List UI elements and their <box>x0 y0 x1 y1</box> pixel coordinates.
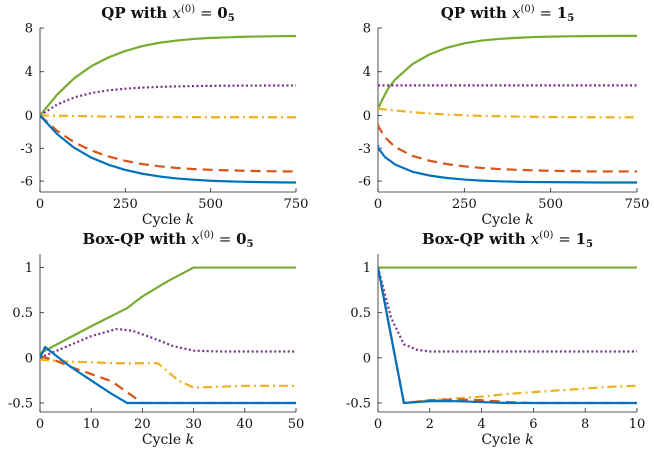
x-tick-label: 0 <box>374 197 382 212</box>
series-line-orange <box>378 124 637 173</box>
x-tick-label: 0 <box>374 417 382 432</box>
x-tick-label: 20 <box>134 417 151 432</box>
chart-title: QP with x(0) = 15 <box>441 4 574 24</box>
y-tick-label: -3 <box>20 142 33 157</box>
x-tick-label: 50 <box>288 417 305 432</box>
series-line-purple <box>378 267 637 353</box>
chart-title: QP with x(0) = 05 <box>101 4 234 24</box>
y-tick-label: -6 <box>20 175 33 190</box>
y-tick-label: 4 <box>363 65 371 80</box>
y-tick-label: 8 <box>25 22 33 37</box>
x-axis-label: Cycle k <box>142 432 194 448</box>
y-tick-label: 0 <box>363 351 371 366</box>
x-tick-label: 500 <box>538 197 563 212</box>
x-tick-label: 0 <box>36 197 44 212</box>
series-line-yellow <box>378 267 637 405</box>
series-line-yellow <box>40 114 296 119</box>
x-tick-label: 750 <box>284 197 309 212</box>
y-tick-label: 4 <box>25 65 33 80</box>
series-line-blue <box>40 345 296 405</box>
y-tick-label: -0.5 <box>346 396 371 411</box>
y-tick-label: 0 <box>25 109 33 124</box>
x-tick-label: 10 <box>629 417 646 432</box>
x-tick-label: 10 <box>83 417 100 432</box>
x-tick-label: 6 <box>529 417 537 432</box>
series-line-green <box>378 34 637 110</box>
x-tick-label: 30 <box>185 417 202 432</box>
series-line-orange <box>40 354 296 405</box>
chart-title: Box-QP with x(0) = 05 <box>83 230 254 250</box>
x-tick-label: 500 <box>198 197 223 212</box>
series-line-yellow <box>378 107 637 119</box>
x-tick-label: 8 <box>581 417 589 432</box>
y-tick-label: 1 <box>363 261 371 276</box>
x-axis-label: Cycle k <box>481 212 533 228</box>
series-line-orange <box>40 114 296 173</box>
chart-panel-2: 0 250 500 750 8 4 0 -3 -6 QP with x(0) = 15 Cycle … <box>358 4 649 228</box>
x-tick-label: 40 <box>237 417 254 432</box>
chart-title: Box-QP with x(0) = 15 <box>422 230 593 250</box>
series-line-purple <box>40 327 296 359</box>
y-tick-label: -6 <box>358 175 371 190</box>
series-line-blue <box>40 114 296 184</box>
x-axis-label: Cycle k <box>142 212 194 228</box>
series-line-green <box>40 266 296 355</box>
y-tick-label: -3 <box>358 142 371 157</box>
series-line-yellow <box>40 358 296 389</box>
y-tick-label: 0 <box>25 351 33 366</box>
x-tick-label: 250 <box>452 197 477 212</box>
x-tick-label: 4 <box>477 417 485 432</box>
y-tick-label: -0.5 <box>8 396 33 411</box>
y-tick-label: 8 <box>363 22 371 37</box>
y-tick-label: 1 <box>25 261 33 276</box>
series-line-orange <box>378 267 637 405</box>
y-tick-label: 0.5 <box>12 306 33 321</box>
x-tick-label: 0 <box>36 417 44 432</box>
series-line-green <box>40 34 296 117</box>
x-tick-label: 2 <box>426 417 434 432</box>
y-tick-label: 0 <box>363 109 371 124</box>
x-tick-label: 250 <box>113 197 138 212</box>
series-line-purple <box>40 84 296 117</box>
y-tick-label: 0.5 <box>350 306 371 321</box>
series-line-blue <box>378 267 637 405</box>
chart-panel-1: 0 250 500 750 8 4 0 -3 -6 QP with x(0) = 05 Cycle … <box>20 4 308 228</box>
x-axis-label: Cycle k <box>481 432 533 448</box>
x-tick-label: 750 <box>625 197 650 212</box>
series-line-blue <box>378 144 637 184</box>
